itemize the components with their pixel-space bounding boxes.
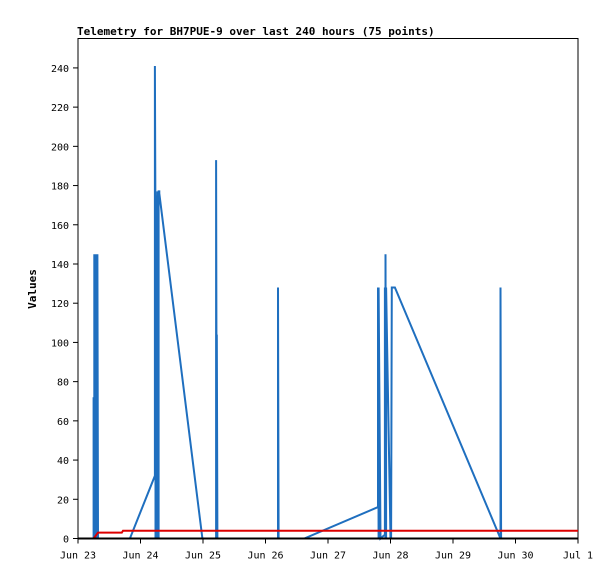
y-tick-label: 20 — [57, 495, 69, 506]
y-tick-label: 60 — [57, 417, 69, 428]
y-tick-label: 100 — [51, 338, 69, 349]
y-tick-label: 80 — [57, 378, 69, 389]
x-tick-label: Jun 28 — [372, 551, 408, 562]
x-tick-label: Jun 26 — [247, 551, 283, 562]
series-layer — [78, 65, 578, 541]
y-tick-label: 140 — [51, 260, 69, 271]
chart-title: Telemetry for BH7PUE-9 over last 240 hou… — [77, 25, 435, 38]
y-tick-label: 0 — [63, 535, 69, 546]
x-tick-label: Jul 1 — [563, 551, 593, 562]
y-tick-label: 240 — [51, 64, 69, 75]
y-tick-label: 120 — [51, 299, 69, 310]
x-tick-label: Jun 25 — [185, 551, 221, 562]
series-line — [92, 529, 578, 540]
x-axis: Jun 23 Jun 24 Jun 25 Jun 26 Jun 27 Jun 28 Jun … — [60, 538, 593, 562]
y-tick-label: 180 — [51, 182, 69, 193]
y-tick-label: 200 — [51, 142, 69, 153]
y-axis-label: Values — [26, 269, 39, 309]
y-tick-label: 220 — [51, 103, 69, 114]
x-tick-label: Jun 23 — [60, 551, 96, 562]
x-tick-label: Jun 30 — [497, 551, 533, 562]
series-line — [92, 65, 504, 541]
x-tick-label: Jun 24 — [122, 551, 158, 562]
plot-frame — [77, 38, 579, 539]
y-tick-label: 40 — [57, 456, 69, 467]
x-tick-label: Jun 27 — [310, 551, 346, 562]
y-axis: 0 20 40 60 80 100 120 140 160 180 200 220 240 — [51, 64, 78, 546]
y-tick-label: 160 — [51, 221, 69, 232]
x-tick-label: Jun 29 — [435, 551, 471, 562]
